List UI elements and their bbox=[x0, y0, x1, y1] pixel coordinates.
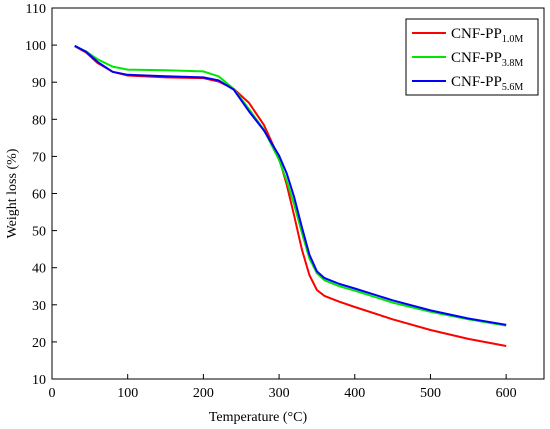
x-tick-label: 500 bbox=[420, 386, 441, 401]
y-tick-label: 10 bbox=[32, 373, 46, 388]
y-tick-label: 40 bbox=[32, 262, 46, 277]
y-tick-label: 80 bbox=[32, 113, 46, 128]
x-tick-label: 400 bbox=[344, 386, 365, 401]
y-tick-label: 100 bbox=[25, 39, 46, 54]
x-axis-title: Temperature (°C) bbox=[209, 410, 308, 425]
series-line-5.6M bbox=[74, 44, 507, 326]
y-tick-label: 30 bbox=[32, 299, 46, 314]
y-tick-label: 20 bbox=[32, 336, 46, 351]
legend-label-3.8M: CNF-PP3.8M bbox=[451, 50, 523, 69]
series-line-3.8M bbox=[74, 45, 507, 327]
y-tick-label: 90 bbox=[32, 76, 46, 91]
x-tick-label: 600 bbox=[496, 386, 517, 401]
x-tick-label: 0 bbox=[49, 386, 56, 401]
x-tick-label: 300 bbox=[269, 386, 290, 401]
y-tick-label: 60 bbox=[32, 188, 46, 203]
x-tick-label: 200 bbox=[193, 386, 214, 401]
y-axis-title: Weight loss (%) bbox=[5, 148, 20, 238]
legend-label-5.6M: CNF-PP5.6M bbox=[451, 74, 523, 93]
y-tick-label: 70 bbox=[32, 150, 46, 165]
legend-label-1.0M: CNF-PP1.0M bbox=[451, 26, 523, 45]
axes: 0 100 200 300 400 500 600 10 20 30 40 50 60 70 80 90 100… bbox=[5, 2, 545, 425]
legend: CNF-PP1.0M CNF-PP3.8M CNF-PP5.6M bbox=[405, 18, 539, 96]
y-tick-label: 50 bbox=[32, 225, 46, 240]
y-tick-label: 110 bbox=[26, 2, 46, 17]
plot-area bbox=[74, 44, 507, 347]
x-tick-label: 100 bbox=[117, 386, 138, 401]
